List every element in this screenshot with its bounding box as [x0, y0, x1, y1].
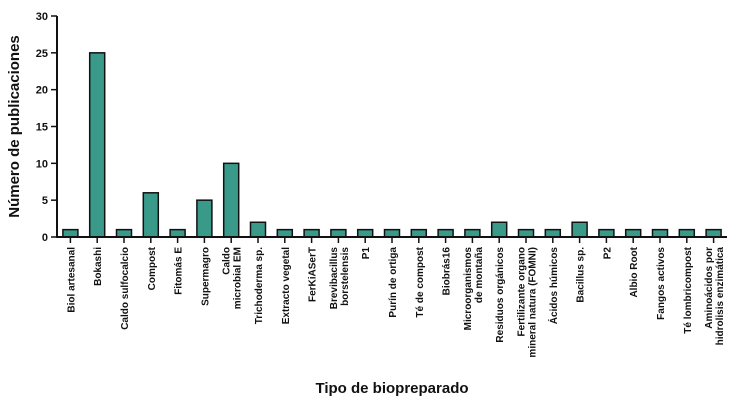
y-axis-ticks: 0 5 10 15 20 25 30 — [36, 11, 57, 244]
bar — [276, 228, 294, 238]
x-category-label: Té lombricompost — [683, 246, 694, 333]
x-category-label: Biobrás16 — [442, 247, 453, 296]
y-tick-label: 5 — [42, 195, 48, 207]
bar — [437, 228, 454, 238]
bar — [249, 221, 267, 238]
bar — [383, 228, 401, 238]
y-tick-label: 30 — [36, 11, 48, 23]
y-axis-title: Número de publicaciones — [6, 35, 23, 218]
y-tick-label: 25 — [36, 48, 48, 60]
bar — [678, 228, 696, 238]
x-category-label: Bokashi — [93, 247, 104, 286]
x-category-label: Purín de ortiga — [388, 247, 399, 318]
x-category-label: Brevibacillusborstelensis — [329, 247, 351, 310]
x-axis-title: Tipo de biopreparado — [315, 380, 468, 397]
x-category-label: Supermagro — [200, 247, 211, 306]
bar — [410, 228, 428, 238]
x-category-label: P2 — [602, 247, 613, 260]
bar — [142, 192, 160, 238]
bar — [196, 199, 213, 238]
y-tick-label: 20 — [36, 85, 48, 97]
x-category-label: Aminoácidos porhidrolisis enzimática — [704, 247, 726, 346]
bar — [571, 221, 588, 238]
bar — [169, 228, 186, 238]
bar — [330, 228, 347, 238]
x-category-label: Fitomás E — [174, 247, 185, 295]
bar — [598, 228, 615, 238]
x-category-label: Té de compost — [415, 246, 426, 317]
bar — [303, 228, 320, 238]
x-category-label: Biol artesanal — [66, 247, 77, 313]
bar — [490, 221, 508, 238]
x-category-label: Ácidos húmicos — [547, 247, 560, 325]
bar — [517, 228, 535, 238]
y-tick-label: 0 — [42, 232, 48, 244]
x-category-label: Compost — [147, 246, 158, 290]
x-category-label: Microorganismosde montaña — [463, 247, 485, 331]
y-tick-label: 10 — [36, 158, 48, 170]
bar — [624, 228, 642, 238]
x-category-label: Caldo sulfocalcio — [120, 247, 131, 330]
y-tick-label: 15 — [36, 122, 48, 134]
bar — [115, 228, 133, 238]
bar — [464, 228, 481, 238]
x-category-label: Fangos activos — [656, 247, 667, 320]
x-category-label: Trichoderma sp. — [254, 247, 265, 324]
bar — [62, 228, 79, 238]
x-category-label: Extracto vegetal — [281, 247, 292, 324]
bars-group — [62, 52, 722, 238]
x-category-label: P1 — [361, 247, 372, 260]
x-category-label: Residuos orgánicos — [495, 247, 506, 343]
x-category-label: Bacillus sp. — [576, 247, 587, 303]
bar — [705, 228, 722, 238]
bar — [88, 52, 106, 238]
bar — [222, 162, 240, 238]
bar — [651, 228, 669, 238]
bar — [356, 228, 374, 238]
bar — [544, 228, 562, 238]
x-category-label: Albio Root — [629, 246, 640, 297]
x-axis-category-labels: Biol artesanal Bokashi Caldo sulfocalcio Co… — [66, 237, 726, 358]
x-category-label: Caldomicrobial EM — [222, 247, 244, 309]
x-category-label: Fertilizante organomineral natura (FOMNI… — [517, 247, 539, 358]
x-category-label: FerKiASerT — [308, 247, 319, 302]
